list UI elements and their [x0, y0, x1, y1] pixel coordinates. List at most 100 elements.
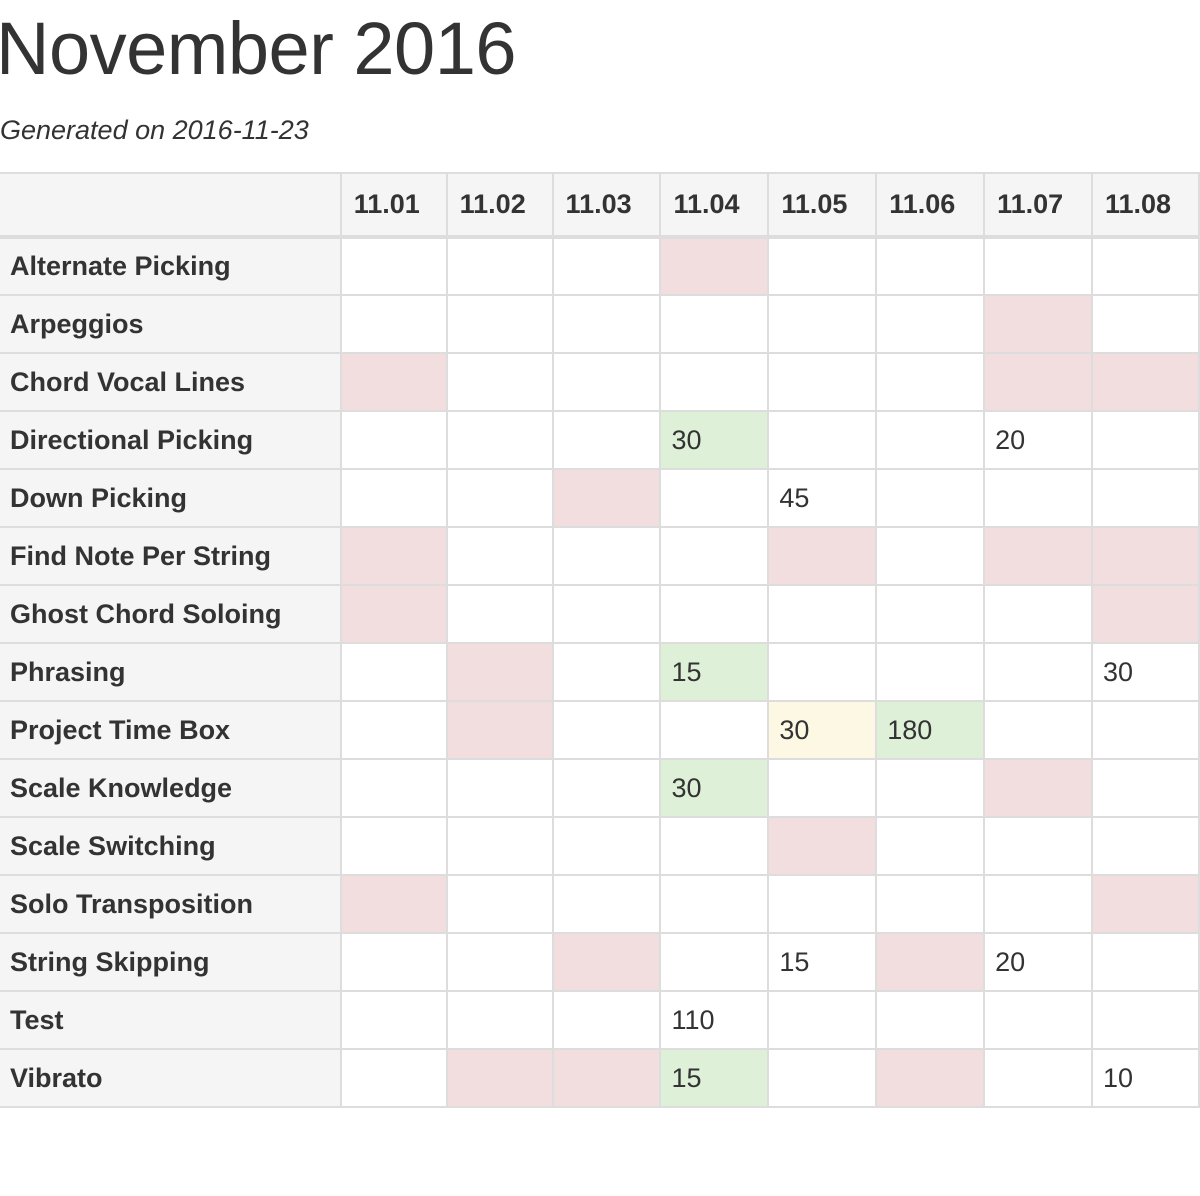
table-row: Scale Switching — [0, 816, 1200, 876]
table-cell-minutes — [983, 874, 1093, 934]
table-cell-minutes — [659, 584, 770, 644]
table-cell-minutes — [659, 700, 770, 760]
table-cell-minutes — [767, 816, 878, 876]
table-cell-minutes — [445, 932, 554, 992]
table-body: Alternate Picking Arpeggios Chord Vocal Li… — [0, 236, 1200, 1108]
table-cell-minutes — [445, 236, 554, 296]
table-cell-minutes — [339, 236, 448, 296]
table-cell-minutes — [339, 526, 448, 586]
table-cell-minutes — [445, 584, 554, 644]
table-cell-minutes — [767, 236, 878, 296]
practice-table: 11.01 11.02 11.03 11.04 11.05 11.06 11.07 11.08… — [0, 172, 1200, 1108]
table-cell-minutes — [767, 526, 878, 586]
column-header-date: 11.06 — [875, 172, 986, 239]
table-cell-minutes — [875, 468, 986, 528]
table-row: String Skipping 15 20 — [0, 932, 1200, 992]
table-cell-minutes — [339, 468, 448, 528]
table-cell-minutes — [445, 816, 554, 876]
table-cell-minutes — [339, 642, 448, 702]
table-cell-minutes — [551, 410, 662, 470]
table-cell-minutes — [445, 1048, 554, 1108]
table-cell-minutes — [767, 294, 878, 354]
table-cell-minutes: 20 — [983, 410, 1093, 470]
column-header-date: 11.08 — [1091, 172, 1200, 239]
table-cell-minutes — [875, 816, 986, 876]
table-cell-minutes — [551, 1048, 662, 1108]
table-cell-minutes — [659, 526, 770, 586]
table-cell-minutes — [1091, 410, 1200, 470]
table-cell-minutes — [339, 758, 448, 818]
table-cell-minutes — [659, 236, 770, 296]
table-cell-minutes — [875, 526, 986, 586]
table-cell-minutes: 15 — [767, 932, 878, 992]
table-cell-minutes — [445, 410, 554, 470]
table-cell-minutes — [1091, 874, 1200, 934]
table-cell-minutes — [1091, 990, 1200, 1050]
table-cell-minutes — [875, 758, 986, 818]
table-cell-minutes: 30 — [659, 410, 770, 470]
row-label-exercise: Alternate Picking — [0, 236, 342, 296]
table-row: Phrasing 15 30 — [0, 642, 1200, 702]
table-row: Alternate Picking — [0, 236, 1200, 296]
table-cell-minutes — [551, 874, 662, 934]
row-label-exercise: Solo Transposition — [0, 874, 342, 934]
table-cell-minutes: 30 — [1091, 642, 1200, 702]
table-cell-minutes: 20 — [983, 932, 1093, 992]
table-cell-minutes — [339, 294, 448, 354]
table-cell-minutes — [767, 410, 878, 470]
table-cell-minutes — [339, 584, 448, 644]
table-cell-minutes — [983, 526, 1093, 586]
row-label-exercise: String Skipping — [0, 932, 342, 992]
table-cell-minutes — [551, 468, 662, 528]
table-cell-minutes: 180 — [875, 700, 986, 760]
table-cell-minutes — [1091, 352, 1200, 412]
table-cell-minutes — [339, 816, 448, 876]
table-cell-minutes — [1091, 468, 1200, 528]
table-row: Ghost Chord Soloing — [0, 584, 1200, 644]
table-cell-minutes — [551, 932, 662, 992]
table-row: Project Time Box 30 180 — [0, 700, 1200, 760]
table-cell-minutes — [445, 526, 554, 586]
table-cell-minutes — [983, 584, 1093, 644]
table-cell-minutes — [445, 758, 554, 818]
table-row: Arpeggios — [0, 294, 1200, 354]
table-header-row: 11.01 11.02 11.03 11.04 11.05 11.06 11.07 11.08 — [0, 172, 1200, 239]
table-cell-minutes — [1091, 584, 1200, 644]
table-cell-minutes — [445, 294, 554, 354]
table-cell-minutes — [445, 874, 554, 934]
table-cell-minutes — [983, 642, 1093, 702]
table-cell-minutes — [551, 816, 662, 876]
column-header-date: 11.05 — [767, 172, 878, 239]
table-cell-minutes — [875, 932, 986, 992]
table-cell-minutes — [767, 642, 878, 702]
table-cell-minutes — [445, 990, 554, 1050]
row-label-exercise: Ghost Chord Soloing — [0, 584, 342, 644]
row-label-exercise: Scale Switching — [0, 816, 342, 876]
table-cell-minutes — [875, 990, 986, 1050]
table-cell-minutes: 15 — [659, 1048, 770, 1108]
row-label-exercise: Directional Picking — [0, 410, 342, 470]
table-cell-minutes: 15 — [659, 642, 770, 702]
row-label-exercise: Arpeggios — [0, 294, 342, 354]
row-label-exercise: Chord Vocal Lines — [0, 352, 342, 412]
table-cell-minutes — [875, 236, 986, 296]
table-cell-minutes — [1091, 236, 1200, 296]
table-cell-minutes — [767, 758, 878, 818]
table-cell-minutes — [983, 1048, 1093, 1108]
table-cell-minutes: 10 — [1091, 1048, 1200, 1108]
table-row: Solo Transposition — [0, 874, 1200, 934]
column-header-date: 11.07 — [983, 172, 1093, 239]
table-cell-minutes — [875, 642, 986, 702]
row-label-exercise: Down Picking — [0, 468, 342, 528]
column-header-date: 11.04 — [659, 172, 770, 239]
table-cell-minutes — [983, 352, 1093, 412]
table-cell-minutes — [551, 236, 662, 296]
table-row: Vibrato 15 10 — [0, 1048, 1200, 1108]
table-cell-minutes — [339, 700, 448, 760]
row-label-exercise: Find Note Per String — [0, 526, 342, 586]
table-cell-minutes — [875, 410, 986, 470]
page-title: November 2016 — [0, 7, 517, 90]
table-cell-minutes — [659, 874, 770, 934]
table-cell-minutes — [551, 642, 662, 702]
table-row: Test 110 — [0, 990, 1200, 1050]
